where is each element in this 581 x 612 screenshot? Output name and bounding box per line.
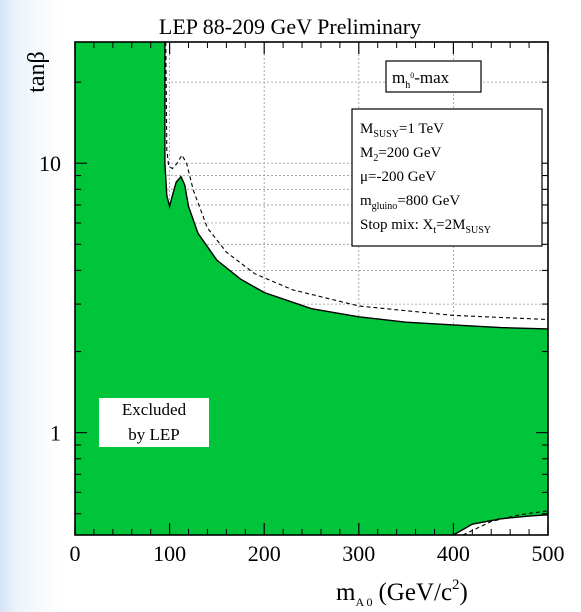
expected-limit-line (165, 41, 549, 321)
island-expected-line (462, 510, 549, 536)
allowed-island (453, 514, 548, 535)
scenario-box (385, 60, 482, 93)
y-tick-label: 1 (50, 421, 61, 446)
x-tick-label: 400 (437, 541, 470, 566)
scenario-label: mh0-max (392, 68, 450, 91)
parameter-line: mgluino=800 GeV (360, 193, 460, 212)
boundary-lines (164, 41, 549, 536)
axis-ticks: 0 100 200 300 400 500 1 10 (39, 42, 565, 566)
x-tick-label: 200 (248, 541, 281, 566)
y-axis-label: tanβ (24, 51, 50, 93)
x-axis-label: mA 0 (GeV/c2) (336, 577, 468, 609)
parameter-line: μ=-200 GeV (360, 169, 436, 185)
island-observed-line (453, 514, 549, 536)
excluded-label-line1: Excluded (122, 400, 187, 419)
excluded-label-box (99, 398, 209, 447)
x-tick-label: 300 (342, 541, 375, 566)
x-tick-label: 500 (532, 541, 565, 566)
observed-limit-line (164, 42, 549, 330)
parameter-box (351, 108, 543, 247)
parameter-line: M2=200 GeV (360, 145, 442, 164)
x-tick-label: 100 (153, 541, 186, 566)
excluded-label-line2: by LEP (128, 425, 179, 444)
parameter-line: MSUSY=1 TeV (360, 121, 444, 140)
y-tick-label: 10 (39, 151, 61, 176)
chart-title: LEP 88-209 GeV Preliminary (159, 14, 421, 39)
parameter-list: MSUSY=1 TeV M2=200 GeV μ=-200 GeV mgluino=8… (360, 121, 491, 236)
x-tick-label: 0 (70, 541, 81, 566)
parameter-line: Stop mix: Xt=2MSUSY (360, 217, 491, 236)
plot-frame (74, 41, 549, 536)
